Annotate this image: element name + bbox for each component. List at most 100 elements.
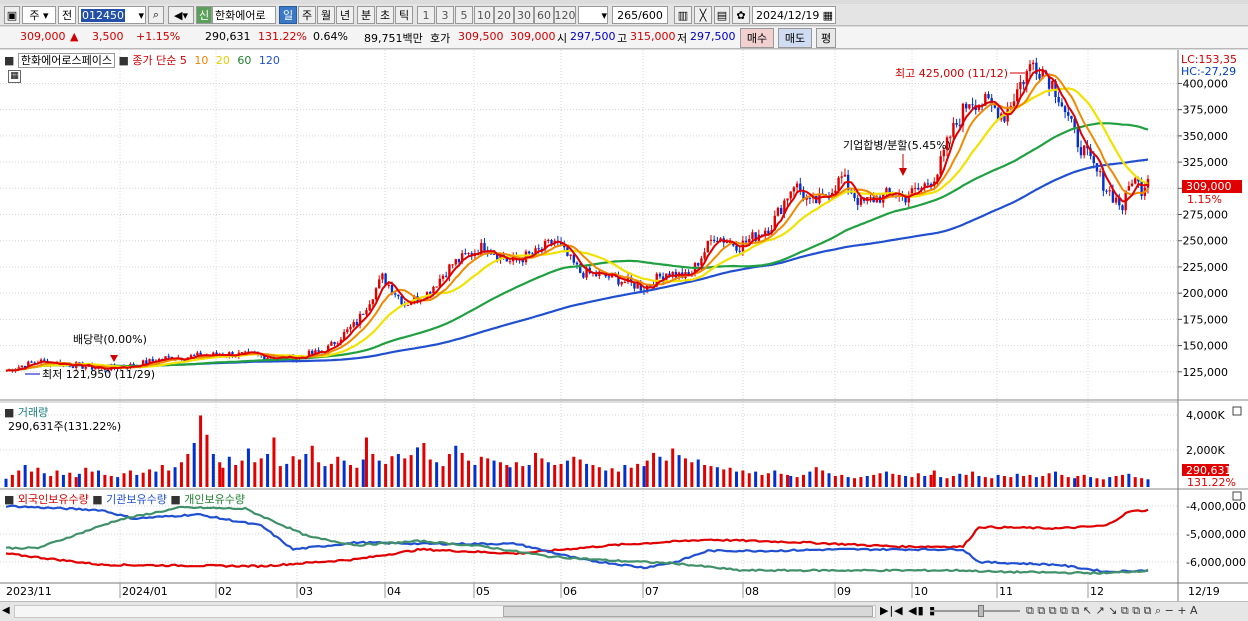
num-30[interactable]: 30 (514, 6, 534, 24)
volume-bar (409, 455, 413, 487)
candle-type-icon[interactable]: ▥ (674, 6, 692, 24)
candle-body (578, 264, 582, 273)
tab-tick[interactable]: 틱 (395, 6, 413, 24)
volume-bar (1114, 476, 1118, 487)
zoom-slider[interactable] (930, 610, 1020, 612)
num-20[interactable]: 20 (494, 6, 514, 24)
scrollbar-thumb[interactable] (503, 606, 873, 617)
volume-bar (910, 477, 914, 487)
candle-body (365, 310, 368, 315)
bid-value: 309,500 (458, 30, 504, 43)
vol-panel-max-icon[interactable] (1232, 406, 1242, 416)
zoom-slider-knob[interactable] (978, 605, 984, 617)
volume-bar (167, 470, 171, 487)
volume-bar (84, 467, 88, 487)
volume-bar (884, 471, 888, 487)
new-badge[interactable]: 신 (196, 6, 212, 24)
ma-5-line (5, 68, 1149, 372)
num-3[interactable]: 3 (436, 6, 454, 24)
save-icon[interactable]: ▤ (714, 6, 730, 24)
num-1[interactable]: 1 (417, 6, 435, 24)
ma-20-label[interactable]: 20 (215, 54, 230, 67)
foreign-label[interactable]: 외국인보유수량 (17, 493, 89, 506)
ma-10-label[interactable]: 10 (194, 54, 209, 67)
gear-icon[interactable]: ✿ (732, 6, 750, 24)
candle-body (540, 248, 544, 250)
low-label: 저 (677, 32, 688, 45)
candle-body (712, 239, 716, 242)
tab-month[interactable]: 월 (317, 6, 335, 24)
candle-body (212, 352, 215, 356)
candle-body (773, 215, 776, 231)
tab-week[interactable]: 주 (298, 6, 316, 24)
volume-bar (795, 477, 799, 487)
ma-120-label[interactable]: 120 (258, 54, 280, 67)
search-icon[interactable]: ⌕ (148, 6, 164, 24)
sound-icon[interactable]: ◀▾ (168, 6, 194, 24)
buy-button[interactable]: 매수 (740, 28, 774, 48)
candle-body (381, 273, 384, 280)
num-60[interactable]: 60 (534, 6, 554, 24)
ma-5-label[interactable]: 5 (179, 54, 187, 67)
code-input[interactable]: 012450 ▾ (78, 6, 146, 24)
candle-body (706, 240, 709, 253)
candle-body (1092, 156, 1095, 164)
num-10[interactable]: 10 (474, 6, 494, 24)
y-tick-label: 250,000 (1183, 235, 1229, 248)
hold-tick-label: -6,000,000 (1186, 556, 1246, 569)
count-field[interactable]: 265/600 (612, 6, 668, 24)
volume-bar (891, 473, 895, 487)
calendar-icon[interactable]: ▦ (822, 8, 833, 22)
tab-year[interactable]: 년 (336, 6, 354, 24)
tab-day[interactable]: 일 (279, 6, 297, 24)
candle-body (17, 367, 20, 370)
candle-body (492, 253, 496, 255)
hold-dot-icon-2: ■ (92, 493, 103, 506)
hold-panel-max-icon[interactable] (1232, 491, 1242, 501)
nav-controls[interactable]: ▶|◀ ◀▮ ▮ (880, 604, 937, 617)
volume-bar (1015, 473, 1019, 487)
stock-title[interactable]: 한화에어로스페이스 (17, 53, 115, 68)
ma-60-label[interactable]: 60 (237, 54, 252, 67)
volume-bar (540, 458, 544, 487)
num-120[interactable]: 120 (554, 6, 576, 24)
candle-body (371, 299, 375, 305)
date-field[interactable]: 2024/12/19 ▦ (752, 6, 836, 24)
volume-value: 290,631 (205, 30, 251, 43)
candle-body (1089, 148, 1092, 157)
candle-body (531, 253, 534, 255)
candle-body (406, 304, 410, 306)
candle-body (215, 352, 218, 356)
scrollbar-track[interactable] (14, 605, 876, 618)
layout-icon[interactable]: ▣ (4, 6, 20, 24)
period-select[interactable]: 주 ▾ (22, 6, 56, 24)
candle-body (1019, 81, 1022, 90)
ma-title[interactable]: 종가 단순 (132, 54, 177, 67)
sell-button[interactable]: 매도 (778, 28, 812, 48)
candle-body (964, 103, 968, 109)
volume-title[interactable]: 거래량 (17, 406, 49, 419)
current-pct-text: 1.15% (1187, 193, 1222, 206)
candle-body (760, 234, 764, 236)
candle-body (1070, 115, 1073, 119)
chart-area[interactable]: 400,000375,000350,000325,000300,000275,0… (0, 50, 1248, 601)
hold-tick-label: -4,000,000 (1186, 500, 1246, 513)
inst-label[interactable]: 기관보유수량 (106, 493, 167, 506)
tab-second[interactable]: 초 (376, 6, 394, 24)
custom-period-select[interactable]: ▾ (578, 6, 608, 24)
volume-bar (722, 469, 726, 487)
calculator-icon[interactable]: ▦ (8, 70, 21, 83)
tool-icons[interactable]: ⧉ ⧉ ⧉ ⧉ ⧉ ↖ ↗ ↘ ⧉ ⧉ ⧉ ⌕ − + A (1026, 604, 1198, 617)
candle-body (958, 124, 961, 126)
prev-button[interactable]: 전 (58, 6, 76, 24)
open-value: 297,500 (570, 30, 616, 43)
tab-minute[interactable]: 분 (357, 6, 375, 24)
num-5[interactable]: 5 (455, 6, 473, 24)
scroll-left-icon[interactable]: ◀ (2, 605, 10, 616)
candle-body (537, 248, 540, 250)
eval-button[interactable]: 평 (816, 28, 836, 48)
candle-body (480, 242, 483, 255)
volume-bar (467, 460, 471, 487)
indiv-label[interactable]: 개인보유수량 (184, 493, 246, 506)
crosshair-icon[interactable]: ╳ (694, 6, 712, 24)
